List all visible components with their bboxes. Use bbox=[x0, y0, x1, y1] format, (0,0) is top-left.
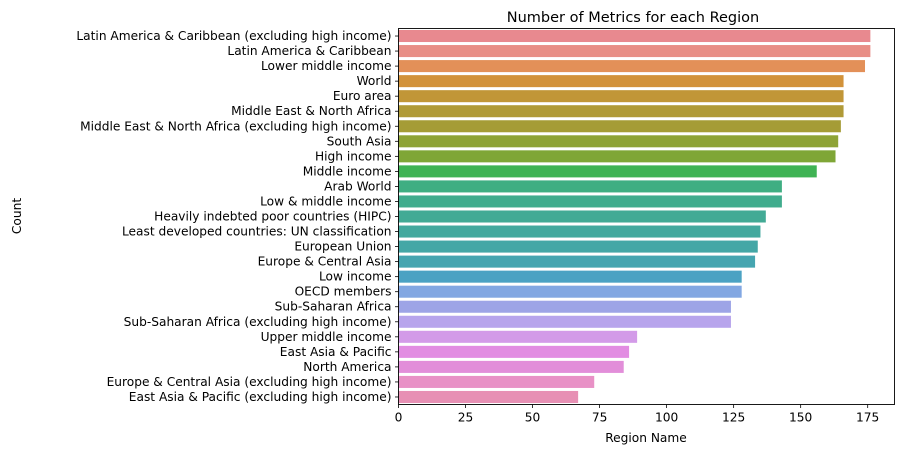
bar bbox=[398, 330, 638, 343]
x-tick-label: 75 bbox=[592, 411, 608, 425]
x-tick-label: 50 bbox=[525, 411, 541, 425]
category-label: Sub-Saharan Africa (excluding high incom… bbox=[124, 315, 392, 329]
bar bbox=[398, 30, 871, 43]
bar bbox=[398, 225, 761, 238]
chart-title: Number of Metrics for each Region bbox=[507, 10, 759, 26]
category-label: Heavily indebted poor countries (HIPC) bbox=[154, 210, 391, 224]
category-label: Euro area bbox=[333, 89, 392, 103]
bar bbox=[398, 105, 844, 118]
category-label: Least developed countries: UN classifica… bbox=[122, 225, 392, 239]
bar bbox=[398, 60, 866, 73]
category-label: Sub-Saharan Africa bbox=[275, 300, 392, 314]
x-tick-label: 100 bbox=[655, 411, 678, 425]
category-label: World bbox=[357, 74, 392, 88]
bar bbox=[398, 90, 844, 103]
y-axis-title: Count bbox=[10, 198, 24, 234]
bar bbox=[398, 120, 841, 133]
category-label: Upper middle income bbox=[261, 330, 392, 344]
bar bbox=[398, 135, 839, 148]
bar bbox=[398, 285, 742, 298]
bar bbox=[398, 345, 630, 358]
category-label: Low income bbox=[319, 270, 392, 284]
bar bbox=[398, 180, 782, 193]
x-axis-title: Region Name bbox=[605, 431, 687, 445]
category-label: South Asia bbox=[327, 134, 392, 148]
bar bbox=[398, 255, 756, 268]
bar bbox=[398, 240, 758, 253]
bar bbox=[398, 270, 742, 283]
category-label: Middle income bbox=[303, 164, 392, 178]
bar bbox=[398, 210, 766, 223]
x-tick-label: 150 bbox=[789, 411, 812, 425]
category-label: Latin America & Caribbean bbox=[227, 44, 391, 58]
bar bbox=[398, 360, 624, 373]
x-tick-label: 25 bbox=[458, 411, 474, 425]
category-label: Europe & Central Asia bbox=[258, 255, 392, 269]
bar bbox=[398, 300, 731, 313]
bar bbox=[398, 75, 844, 88]
category-label: Europe & Central Asia (excluding high in… bbox=[107, 375, 392, 389]
category-label: North America bbox=[303, 360, 391, 374]
bar bbox=[398, 45, 871, 58]
x-tick-label: 125 bbox=[722, 411, 745, 425]
plot-frame bbox=[398, 28, 895, 405]
category-label: High income bbox=[315, 149, 392, 163]
category-label: OECD members bbox=[295, 285, 392, 299]
category-label: East Asia & Pacific (excluding high inco… bbox=[129, 390, 392, 404]
category-label: Middle East & North Africa (excluding hi… bbox=[80, 119, 391, 133]
bar bbox=[398, 165, 817, 178]
category-label: Low & middle income bbox=[260, 194, 391, 208]
bar bbox=[398, 195, 782, 208]
category-label: Middle East & North Africa bbox=[231, 104, 391, 118]
bar bbox=[398, 375, 595, 388]
x-tick-label: 175 bbox=[856, 411, 879, 425]
category-label: Arab World bbox=[324, 179, 391, 193]
category-label: Lower middle income bbox=[261, 59, 392, 73]
bar bbox=[398, 315, 731, 328]
category-label: Latin America & Caribbean (excluding hig… bbox=[76, 29, 391, 43]
x-axis-ticks: 0 25 50 75 100 125 150 175 bbox=[395, 404, 879, 425]
category-labels: Latin America & Caribbean (excluding hig… bbox=[76, 29, 399, 404]
bars-group bbox=[398, 30, 871, 403]
bar bbox=[398, 150, 836, 163]
bar bbox=[398, 390, 579, 403]
category-label: European Union bbox=[294, 240, 391, 254]
x-tick-label: 0 bbox=[395, 411, 403, 425]
category-label: East Asia & Pacific bbox=[280, 345, 392, 359]
